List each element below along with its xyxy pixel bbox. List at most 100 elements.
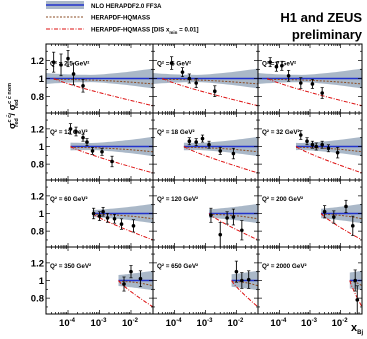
panel-5: Q² = 18 GeV²	[152, 112, 259, 181]
x-tick-base: 10	[197, 318, 208, 329]
q2-label: Q² = 7 GeV²	[262, 60, 296, 67]
x-tick-label: 10-2	[122, 318, 139, 329]
q2-label: Q² = 12 GeV²	[50, 129, 88, 136]
q2-label: Q² = 5 GeV²	[157, 60, 191, 67]
y-tick-label: 0.8	[31, 92, 44, 103]
panel-plot-area	[231, 260, 258, 308]
data-point	[353, 278, 358, 283]
panel-plot-area	[258, 57, 362, 107]
data-point	[97, 214, 102, 218]
hqmass-dis-dashdot-curve	[92, 213, 153, 241]
x-tick-exp: -4	[70, 318, 76, 324]
panel-plot-area	[153, 56, 258, 107]
data-point	[246, 277, 251, 282]
x-axis-label-sub: Bj	[357, 330, 363, 336]
data-point	[169, 61, 174, 65]
data-point	[231, 215, 236, 219]
data-point	[332, 215, 336, 219]
panel-plot-area	[208, 203, 258, 247]
data-point	[225, 216, 229, 220]
data-point	[59, 63, 63, 67]
legend-label-herapdf20: NLO HERAPDF2.0 FF3A	[91, 3, 162, 10]
panel-plot-area	[118, 265, 153, 308]
x-axis-label: xBj	[351, 322, 363, 336]
data-point	[305, 139, 309, 144]
x-tick-exp: -2	[133, 318, 139, 324]
data-point	[68, 127, 73, 131]
panel-4: Q² = 12 GeV²	[45, 112, 154, 181]
panel-frame	[257, 246, 363, 315]
panel-1: Q² = 2.5 GeV²	[45, 43, 154, 114]
hqmass-dashed-curve	[183, 146, 258, 153]
x-tick-base: 10	[270, 318, 281, 329]
x-tick-label: 10-4	[270, 318, 287, 329]
x-tick-exp: -2	[342, 318, 348, 324]
panel-10: Q² = 350 GeV²	[45, 246, 154, 315]
y-axis-label: σc c̄red / σc c̄ nomred	[6, 83, 20, 129]
data-point	[81, 83, 85, 88]
y-tick-label: 1.2	[31, 56, 44, 67]
data-point	[138, 276, 143, 281]
x-tick-base: 10	[166, 318, 177, 329]
data-point	[286, 73, 291, 78]
hqmass-dis-dashdot-curve	[349, 280, 362, 308]
data-point	[119, 222, 124, 226]
data-point	[209, 213, 213, 218]
legend-label-hqmass-dis-end: = 0.01]	[177, 27, 198, 34]
y-axis-label-text: σc c̄red / σc c̄ nomred	[6, 83, 20, 129]
x-tick-base: 10	[91, 318, 102, 329]
y-num-sub: red	[14, 118, 20, 127]
panel-plot-area	[46, 50, 153, 107]
data-point	[335, 150, 340, 155]
legend-label-hqmass-dis-sub: min	[169, 30, 177, 35]
hqmass-dashed-curve	[53, 78, 153, 85]
data-point	[66, 56, 70, 61]
hqmass-dashed-curve	[162, 78, 258, 85]
panel-8: Q² = 120 GeV²	[152, 179, 259, 248]
hqmass-dis-dashdot-curve	[295, 146, 362, 174]
panel-plot-area	[320, 199, 362, 241]
y-tick-label: 0.8	[31, 160, 44, 171]
data-point	[213, 89, 217, 94]
q2-label: Q² = 2.5 GeV²	[50, 60, 89, 67]
panel-plot-area	[183, 134, 258, 174]
data-point	[51, 60, 56, 64]
x-tick-label: 10-2	[227, 318, 244, 329]
y-tick-label: 0.8	[31, 294, 44, 305]
data-point	[268, 60, 272, 64]
hqmass-dashed-curve	[92, 213, 153, 220]
hqmass-dashed-curve	[118, 280, 153, 287]
q2-label: Q² = 32 GeV²	[262, 129, 300, 136]
legend: NLO HERAPDF2.0 FF3A HERAPDF-HQMASS HERAP…	[46, 1, 199, 35]
data-point	[194, 81, 198, 85]
data-point	[200, 136, 205, 141]
x-tick-exp: -3	[207, 318, 213, 324]
y-tick-label: 1	[39, 74, 45, 85]
data-point	[105, 216, 110, 220]
x-tick-label: 10-3	[91, 318, 108, 329]
panel-grid: Q² = 2.5 GeV² 1.2 1 0.8 Q² = 5 GeV² Q² = 7 Ge…	[31, 43, 363, 329]
legend-label-hqmass-dis: HERAPDF-HQMASS [DIS xmin = 0.01]	[91, 27, 199, 36]
x-tick-exp: -2	[238, 318, 244, 324]
data-point	[71, 72, 76, 76]
hqmass-dis-dashdot-curve	[162, 78, 258, 107]
q2-label: Q² = 18 GeV²	[157, 129, 195, 136]
q2-label: Q² = 350 GeV²	[50, 263, 91, 270]
y-tick-label: 1	[39, 209, 45, 220]
data-point	[234, 269, 239, 274]
panel-plot-area	[68, 123, 153, 174]
x-tick-base: 10	[227, 318, 238, 329]
data-point	[122, 282, 126, 286]
data-point	[187, 76, 192, 81]
x-tick-base: 10	[332, 318, 343, 329]
data-point	[85, 140, 89, 144]
data-point	[91, 211, 96, 216]
x-tick-base: 10	[301, 318, 312, 329]
header-preliminary: preliminary	[292, 27, 363, 42]
data-point	[322, 209, 327, 214]
data-point	[240, 228, 244, 233]
panel-plot-area	[295, 130, 362, 174]
data-point	[110, 159, 114, 164]
legend-label-hqmass: HERAPDF-HQMASS	[91, 15, 150, 22]
panel-2: Q² = 5 GeV²	[152, 43, 259, 114]
